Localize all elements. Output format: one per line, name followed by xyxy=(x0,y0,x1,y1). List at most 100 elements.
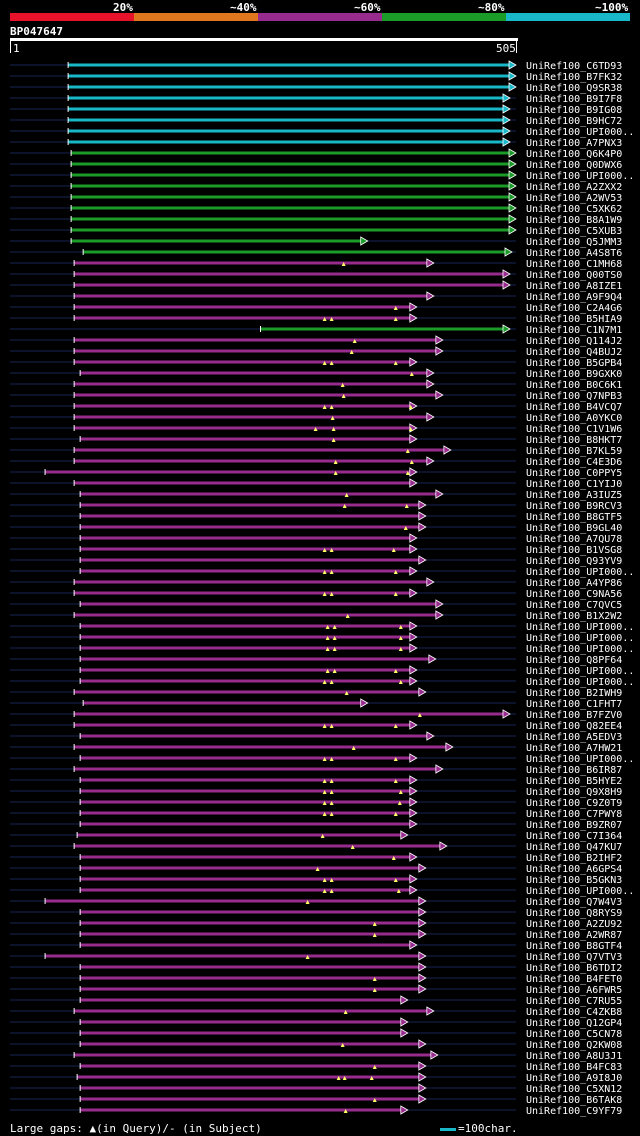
hit-label: UniRef100_C1MH68 xyxy=(526,259,622,270)
legend-swatch xyxy=(258,13,382,21)
hit-end-arrow xyxy=(508,71,517,81)
query-gap-marker xyxy=(343,1109,348,1113)
query-gap-marker xyxy=(322,361,327,365)
query-gap-marker xyxy=(409,460,414,464)
hit-end-arrow xyxy=(508,214,517,224)
query-gap-marker xyxy=(322,790,327,794)
query-gap-marker xyxy=(325,625,330,629)
hit-end-arrow xyxy=(502,137,511,147)
query-gap-marker xyxy=(372,933,377,937)
hit-end-arrow xyxy=(418,907,427,917)
query-gap-marker xyxy=(405,471,410,475)
hit-label: UniRef100_Q6K4P0 xyxy=(526,149,622,160)
hit-end-arrow xyxy=(418,1072,427,1082)
hit-label: UniRef100_A0YKC0 xyxy=(526,413,622,424)
hit-end-arrow xyxy=(400,1017,409,1027)
query-id: BP047647 xyxy=(10,25,63,38)
hit-end-arrow xyxy=(409,588,418,598)
hit-label: UniRef100_A9I8J0 xyxy=(526,1073,622,1084)
hit-label: UniRef100_B7FK32 xyxy=(526,72,622,83)
hit-end-arrow xyxy=(428,654,437,664)
query-gap-marker xyxy=(330,416,335,420)
scale-end-label: 505 xyxy=(496,42,516,55)
hit-end-arrow xyxy=(418,1094,427,1104)
hit-label: UniRef100_UPI000.. xyxy=(526,886,634,897)
legend-label: ~60% xyxy=(354,1,381,14)
query-gap-marker xyxy=(322,317,327,321)
hit-label: UniRef100_B5HYE2 xyxy=(526,776,622,787)
hit-label: UniRef100_B7KL59 xyxy=(526,446,622,457)
hit-end-arrow xyxy=(409,643,418,653)
query-gap-marker xyxy=(332,625,337,629)
query-bar xyxy=(10,38,518,41)
query-gap-marker xyxy=(332,636,337,640)
hit-end-arrow xyxy=(400,1105,409,1115)
query-gap-marker xyxy=(329,724,334,728)
hit-label: UniRef100_C7I364 xyxy=(526,831,622,842)
query-gap-marker xyxy=(393,757,398,761)
query-gap-marker xyxy=(398,790,403,794)
hit-label: UniRef100_UPI000.. xyxy=(526,677,634,688)
hit-end-arrow xyxy=(409,632,418,642)
hit-end-arrow xyxy=(418,896,427,906)
scale-key-bar xyxy=(440,1127,456,1131)
query-gap-marker xyxy=(408,405,413,409)
query-gap-marker xyxy=(340,383,345,387)
hit-label: UniRef100_A4YP86 xyxy=(526,578,622,589)
query-gap-marker xyxy=(329,680,334,684)
hit-label: UniRef100_A7QU78 xyxy=(526,534,622,545)
hit-label: UniRef100_B4VCQ7 xyxy=(526,402,622,413)
hit-label: UniRef100_A5EDV3 xyxy=(526,732,622,743)
query-gap-marker xyxy=(409,372,414,376)
query-gap-marker xyxy=(398,636,403,640)
identity-legend: 20% ~40% ~60% ~80% ~100% xyxy=(0,0,640,22)
hit-label: UniRef100_C4ZKB8 xyxy=(526,1007,622,1018)
hit-label: UniRef100_B9I7F8 xyxy=(526,94,622,105)
query-gap-marker xyxy=(332,647,337,651)
legend-label: 20% xyxy=(113,1,133,14)
scale-tick-start xyxy=(10,41,11,53)
hit-label: UniRef100_C2A4G6 xyxy=(526,303,622,314)
query-gap-marker xyxy=(313,427,318,431)
hit-label: UniRef100_A6FWR5 xyxy=(526,985,622,996)
hit-label: UniRef100_B9HC72 xyxy=(526,116,622,127)
hit-label: UniRef100_A8U3J1 xyxy=(526,1051,622,1062)
query-gap-marker xyxy=(322,878,327,882)
query-gap-marker xyxy=(340,1043,345,1047)
query-gap-marker xyxy=(405,449,410,453)
query-gap-marker xyxy=(329,801,334,805)
hit-label: UniRef100_A2WR87 xyxy=(526,930,622,941)
legend-swatch xyxy=(506,13,630,21)
query-gap-marker xyxy=(397,801,402,805)
hit-end-arrow xyxy=(435,489,444,499)
query-gap-marker xyxy=(329,790,334,794)
hit-label: UniRef100_C7QVC5 xyxy=(526,600,622,611)
hit-end-arrow xyxy=(502,709,511,719)
query-gap-marker xyxy=(329,570,334,574)
hit-end-arrow xyxy=(418,929,427,939)
hit-end-arrow xyxy=(409,313,418,323)
hit-end-arrow xyxy=(418,1039,427,1049)
hit-label: UniRef100_Q9X8H9 xyxy=(526,787,622,798)
hit-end-arrow xyxy=(418,555,427,565)
hit-end-arrow xyxy=(508,170,517,180)
query-gap-marker xyxy=(329,757,334,761)
hit-end-arrow xyxy=(418,951,427,961)
hit-end-arrow xyxy=(502,104,511,114)
query-gap-marker xyxy=(329,361,334,365)
query-gap-marker xyxy=(329,889,334,893)
hit-label: UniRef100_C4E3D6 xyxy=(526,457,622,468)
hit-end-arrow xyxy=(418,511,427,521)
hit-label: UniRef100_B6IR87 xyxy=(526,765,622,776)
query-gap-marker xyxy=(349,350,354,354)
query-gap-marker xyxy=(372,922,377,926)
hit-label: UniRef100_B5GPB4 xyxy=(526,358,622,369)
legend-swatch xyxy=(134,13,258,21)
hit-label: UniRef100_A7HW21 xyxy=(526,743,622,754)
hit-end-arrow xyxy=(445,742,454,752)
query-gap-marker xyxy=(342,1076,347,1080)
hit-label: UniRef100_B8GTF5 xyxy=(526,512,622,523)
hit-label: UniRef100_UPI000.. xyxy=(526,754,634,765)
query-gap-marker xyxy=(393,361,398,365)
